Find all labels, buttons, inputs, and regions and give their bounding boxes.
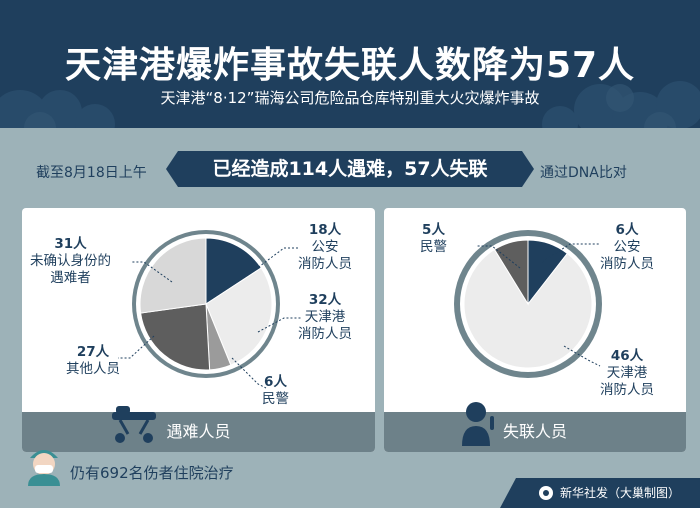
xinhua-logo-icon (539, 486, 553, 500)
victims-footer: 遇难人员 (22, 412, 375, 452)
victims-panel: 18人 公安 消防人员 32人 天津港 消防人员 6人 民警 27人 其他人员 … (22, 208, 375, 452)
page-subtitle: 天津港“8·12”瑞海公司危险品仓库特别重大火灾爆炸事故 (160, 89, 540, 107)
credit-banner: 新华社发（大巢制图） (500, 478, 700, 508)
victims-slice-3 (140, 303, 211, 371)
casualty-summary: 已经造成114人遇难，57人失联 (166, 151, 534, 187)
victims-leader-0 (251, 247, 300, 273)
credit-text: 新华社发（大巢制图） (560, 486, 681, 500)
header-banner: 天津港爆炸事故失联人数降为57人 天津港“8·12”瑞海公司危险品仓库特别重大火… (0, 0, 700, 128)
label-police-victims: 6人 民警 (262, 374, 289, 407)
missing-slice-1 (463, 248, 593, 369)
smoke-clouds-decoration (0, 81, 700, 128)
date-note: 截至8月18日上午 (36, 165, 147, 181)
label-tianjin-missing: 46人 天津港 消防人员 (600, 348, 654, 398)
missing-footer: 失联人员 (384, 412, 686, 452)
page-title: 天津港爆炸事故失联人数降为57人 (64, 45, 636, 86)
victims-leader-3 (118, 335, 155, 359)
medic-icon (28, 450, 60, 486)
injured-note: 仍有692名伤者住院治疗 (70, 464, 234, 482)
victims-leader-2 (231, 357, 267, 389)
victims-slice-1 (205, 267, 273, 366)
stretcher-icon (112, 406, 156, 443)
victims-leader-1 (257, 317, 302, 333)
label-fire-missing: 6人 公安 消防人员 (600, 222, 654, 272)
label-other-victims: 27人 其他人员 (66, 344, 120, 377)
missing-leader-1 (541, 243, 600, 263)
victims-slice-4 (139, 237, 207, 314)
label-fire-victims: 18人 公安 消防人员 (298, 222, 352, 272)
firefighter-icon (462, 402, 494, 446)
dna-note: 通过DNA比对 (540, 165, 627, 181)
missing-panel: 5人 民警 6人 公安 消防人员 46人 天津港 消防人员 失联人员 (384, 208, 686, 452)
missing-pie-chart (454, 230, 602, 378)
label-police-missing: 5人 民警 (420, 222, 447, 255)
missing-slice-2 (493, 239, 529, 306)
victims-pie-chart (118, 230, 302, 389)
missing-leader-2 (563, 345, 601, 367)
label-unknown-victims: 31人 未确认身份的 遇难者 (30, 236, 111, 286)
label-tianjin-victims: 32人 天津港 消防人员 (298, 292, 352, 342)
